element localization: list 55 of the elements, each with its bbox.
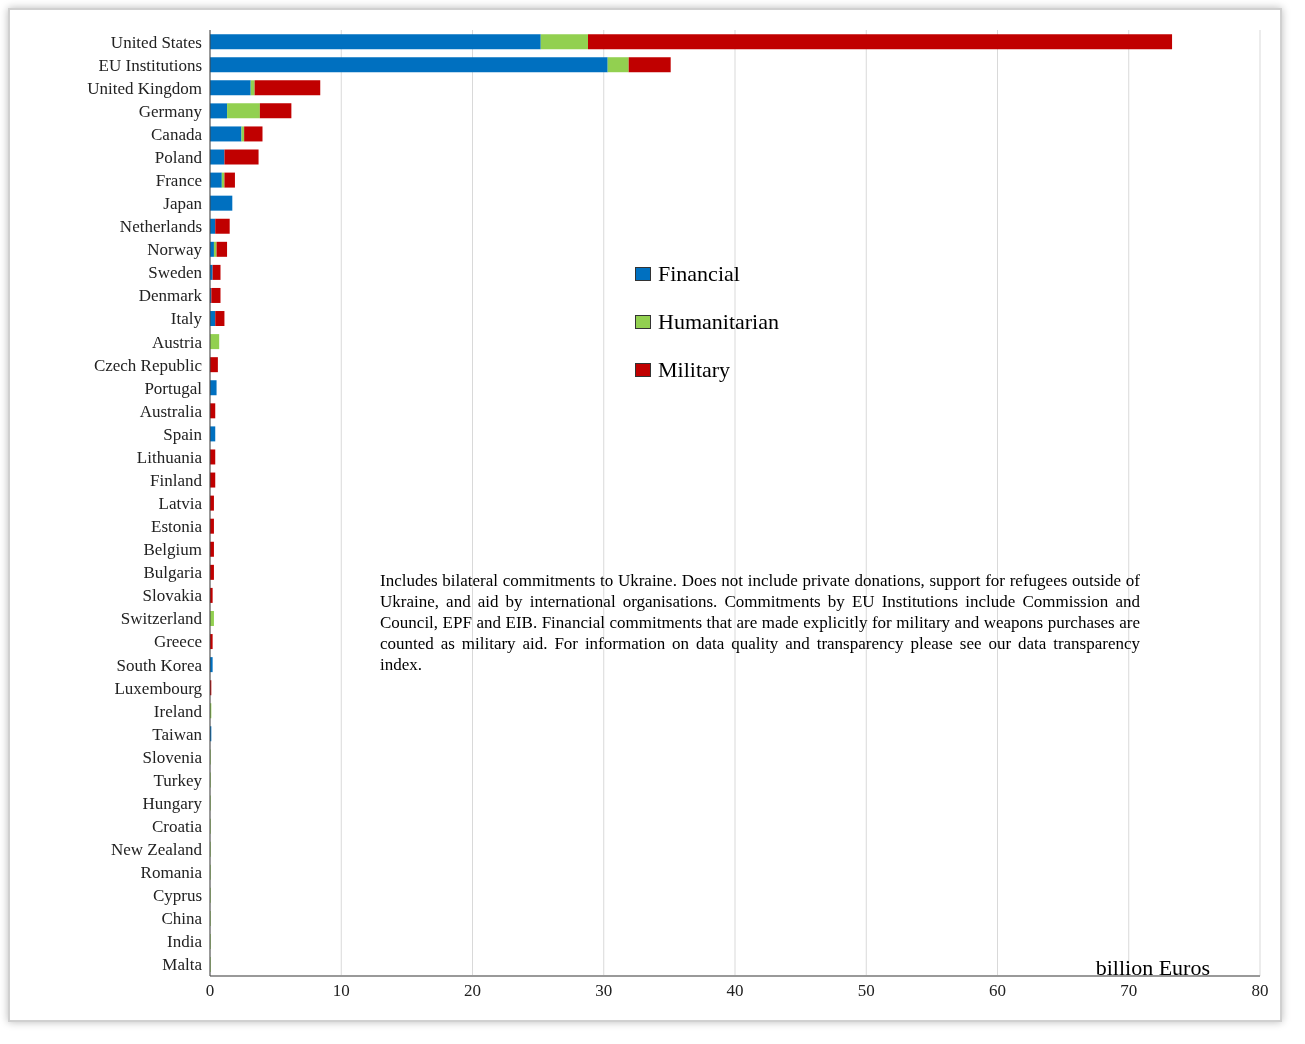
y-tick-label: Slovakia xyxy=(142,586,203,606)
y-tick-label: China xyxy=(161,909,203,929)
y-tick-label: Estonia xyxy=(151,517,203,537)
y-tick-label: EU Institutions xyxy=(98,55,202,75)
x-tick-label: 40 xyxy=(726,981,744,1001)
y-tick-label: Finland xyxy=(150,470,203,490)
y-tick-label: Croatia xyxy=(151,817,203,837)
y-tick-label: Sweden xyxy=(148,263,203,283)
y-tick-label: Austria xyxy=(151,332,203,352)
y-tick-label: Malta xyxy=(162,955,203,975)
y-tick-label: Canada xyxy=(151,124,203,144)
y-tick-label: Taiwan xyxy=(152,724,203,744)
y-tick-label: Romania xyxy=(140,863,203,883)
y-tick-label: Germany xyxy=(138,101,203,121)
y-tick-label: Latvia xyxy=(158,494,203,514)
y-tick-label: Greece xyxy=(153,632,202,652)
legend-label: Humanitarian xyxy=(658,308,779,336)
y-tick-label: Denmark xyxy=(138,286,203,306)
x-axis-title: billion Euros xyxy=(1095,955,1210,981)
y-tick-label: Cyprus xyxy=(152,886,202,906)
y-tick-label: Portugal xyxy=(144,378,203,398)
y-tick-label: Slovenia xyxy=(142,747,203,767)
y-tick-label: Spain xyxy=(163,424,203,444)
x-tick-label: 80 xyxy=(1251,981,1269,1001)
y-tick-label: Ireland xyxy=(153,701,203,721)
y-tick-label: India xyxy=(167,932,203,952)
y-tick-label: Poland xyxy=(154,147,203,167)
y-tick-label: Czech Republic xyxy=(93,355,203,375)
x-tick-label: 10 xyxy=(332,981,350,1001)
y-tick-label: Norway xyxy=(147,240,203,260)
y-tick-label: Belgium xyxy=(143,540,202,560)
annotation: Includes bilateral commitments to Ukraine. Does not include private donations, support for refugees outside of Ukraine, and aid by international organisations. Commitments by EU Institutions include Commission and Council, EPF and EIB. Financial commitments that are made explicitly for military and weapons purchases are counted as military aid. For information on data quality and transparency please see our data transparency index. xyxy=(380,570,1140,675)
y-tick-label: Turkey xyxy=(153,770,203,790)
y-tick-label: Bulgaria xyxy=(143,563,203,583)
y-tick-label: France xyxy=(155,171,202,191)
y-tick-label: United Kingdom xyxy=(87,78,202,98)
x-tick-label: 30 xyxy=(595,981,613,1001)
y-tick-label: Netherlands xyxy=(119,217,202,237)
legend-label: Military xyxy=(658,356,731,384)
x-tick-label: 0 xyxy=(205,981,215,1001)
y-tick-label: Australia xyxy=(139,401,203,421)
y-tick-label: Italy xyxy=(170,309,203,329)
y-tick-label: Japan xyxy=(163,194,203,214)
y-tick-label: United States xyxy=(110,32,202,52)
x-tick-label: 70 xyxy=(1120,981,1138,1001)
y-tick-label: South Korea xyxy=(116,655,203,675)
y-tick-label: Luxembourg xyxy=(114,678,203,698)
x-tick-label: 50 xyxy=(857,981,875,1001)
legend-label: Financial xyxy=(658,260,740,288)
x-tick-label: 20 xyxy=(464,981,481,1001)
y-tick-label: Switzerland xyxy=(120,609,203,629)
y-tick-label: New Zealand xyxy=(110,840,203,860)
x-tick-label: 60 xyxy=(989,981,1006,1001)
y-tick-label: Hungary xyxy=(142,793,203,813)
y-tick-label: Lithuania xyxy=(136,447,203,467)
